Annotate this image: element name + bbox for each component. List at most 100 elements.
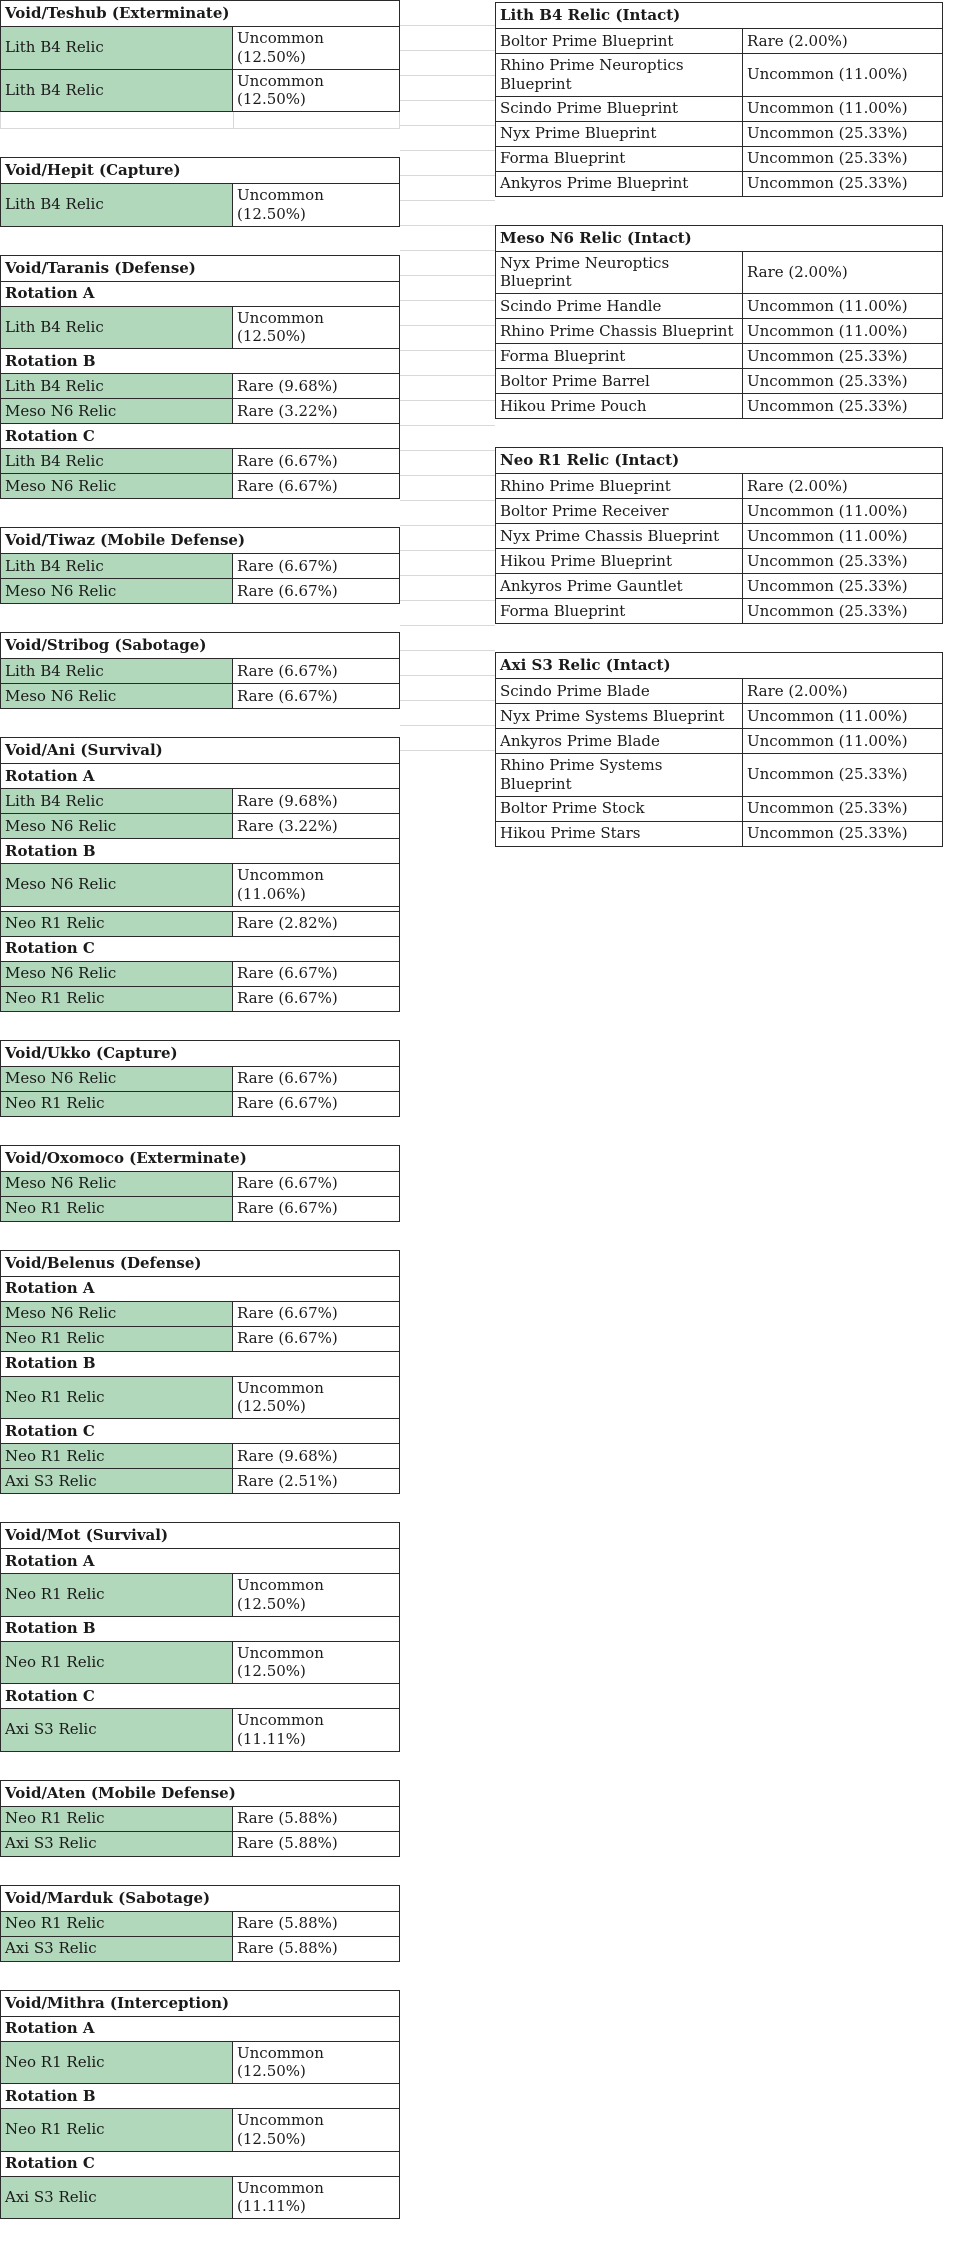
drop-name-cell: Forma Blueprint — [496, 344, 743, 368]
drop-chance-cell: Uncommon (11.00%) — [747, 65, 908, 84]
drop-chance-cell: Rare (6.67%) — [237, 989, 338, 1008]
drop-row: Boltor Prime Stock Uncommon (25.33%) — [496, 795, 942, 821]
drop-chance-cell: Rare (6.67%) — [237, 451, 338, 470]
drop-chance-cell: Uncommon (12.50%) — [237, 1576, 324, 1613]
mission-table: Void/Aten (Mobile Defense) Neo R1 Relic Ra… — [0, 1779, 400, 1857]
drop-row: Meso N6 Relic Uncommon (11.06%) — [1, 863, 399, 907]
mission-block: Void/Tiwaz (Mobile Defense) Lith B4 Relic… — [0, 527, 400, 604]
drop-row: Boltor Prime Receiver Uncommon (11.00%) — [496, 498, 942, 523]
drop-name-cell: Neo R1 Relic — [1, 1444, 233, 1468]
drop-row: Neo R1 Relic Uncommon (12.50%) — [1, 1640, 399, 1683]
drop-row: Boltor Prime Barrel Uncommon (25.33%) — [496, 368, 942, 393]
drop-chance-cell: Uncommon (25.33%) — [747, 576, 908, 595]
drop-chance-cell: Uncommon (12.50%) — [237, 1643, 324, 1681]
mission-block: Void/Aten (Mobile Defense) Neo R1 Relic Ra… — [0, 1779, 400, 1857]
drop-name-cell: Hikou Prime Pouch — [496, 394, 743, 418]
drop-chance-cell: Uncommon (25.33%) — [747, 824, 908, 843]
drop-row: Meso N6 Relic Rare (6.67%) — [1, 683, 399, 708]
drop-chance-cell: Uncommon (11.06%) — [237, 866, 324, 903]
drop-name-cell: Meso N6 Relic — [1, 1171, 233, 1196]
drop-row: Nyx Prime Systems Blueprint Uncommon (11.… — [496, 703, 942, 728]
drop-row: Lith B4 Relic Uncommon (12.50%) — [1, 26, 399, 69]
drop-row: Axi S3 Relic Rare (5.88%) — [1, 1935, 399, 1961]
mission-table: Void/Marduk (Sabotage) Neo R1 Relic Rare (… — [0, 1884, 400, 1962]
drop-row: Lith B4 Relic Uncommon (12.50%) — [1, 183, 399, 226]
drop-row: Meso N6 Relic Rare (6.67%) — [1, 473, 399, 498]
drop-name-cell: Meso N6 Relic — [1, 474, 233, 498]
drop-row: Lith B4 Relic Rare (6.67%) — [1, 658, 399, 683]
drop-chance-cell: Uncommon (25.33%) — [747, 174, 908, 193]
drop-chance-cell: Rare (9.68%) — [237, 791, 338, 810]
drop-name-cell: Axi S3 Relic — [1, 1469, 233, 1493]
mission-title: Void/Mithra (Interception) — [5, 1993, 230, 2012]
drop-row: Rhino Prime Systems Blueprint Uncommon (2… — [496, 753, 942, 796]
mission-block: Void/Oxomoco (Exterminate) Meso N6 Relic R… — [0, 1144, 400, 1222]
mission-title: Void/Oxomoco (Exterminate) — [5, 1148, 247, 1167]
drop-name-cell: Axi S3 Relic — [1, 2176, 233, 2218]
drop-row: Boltor Prime Blueprint Rare (2.00%) — [496, 28, 942, 53]
drop-name-cell: Scindo Prime Handle — [496, 294, 743, 318]
drop-chance-cell: Uncommon (12.50%) — [237, 1378, 324, 1416]
drop-name-cell: Boltor Prime Blueprint — [496, 29, 743, 53]
drop-name-cell: Ankyros Prime Blueprint — [496, 171, 743, 196]
mission-title: Void/Teshub (Exterminate) — [5, 4, 230, 23]
relic-title: Neo R1 Relic (Intact) — [500, 451, 680, 470]
drop-row: Meso N6 Relic Rare (6.67%) — [1, 1300, 399, 1326]
drop-row: Scindo Prime Blueprint Uncommon (11.00%) — [496, 95, 942, 121]
drop-row: Neo R1 Relic Rare (5.88%) — [1, 1805, 399, 1831]
drop-name-cell: Lith B4 Relic — [1, 449, 233, 473]
drop-chance-cell: Uncommon (11.11%) — [237, 2178, 324, 2216]
drop-chance-cell: Rare (6.67%) — [237, 1094, 338, 1113]
drop-row: Neo R1 Relic Uncommon (12.50%) — [1, 2108, 399, 2151]
rotation-header: Rotation C — [1, 935, 399, 961]
drop-name-cell: Meso N6 Relic — [1, 399, 233, 423]
drop-row: Neo R1 Relic Rare (6.67%) — [1, 1195, 399, 1221]
rotation-header: Rotation B — [1, 1615, 399, 1641]
mission-block: Void/Ukko (Capture) Meso N6 Relic Rare (6.… — [0, 1039, 400, 1117]
drop-row: Meso N6 Relic Rare (6.67%) — [1, 1065, 399, 1091]
drop-row: Meso N6 Relic Rare (3.22%) — [1, 398, 399, 423]
drop-name-cell: Neo R1 Relic — [1, 1196, 233, 1221]
drop-name-cell: Forma Blueprint — [496, 599, 743, 623]
drop-row: Forma Blueprint Uncommon (25.33%) — [496, 145, 942, 171]
drop-name-cell: Hikou Prime Blueprint — [496, 549, 743, 573]
drop-name-cell: Ankyros Prime Blade — [496, 729, 743, 753]
drop-chance-cell: Uncommon (25.33%) — [747, 799, 908, 818]
drop-chance-cell: Rare (5.88%) — [237, 1939, 338, 1958]
drop-row: Meso N6 Relic Rare (6.67%) — [1, 1170, 399, 1196]
drop-row: Lith B4 Relic Uncommon (12.50%) — [1, 305, 399, 348]
mission-table: Void/Taranis (Defense) Rotation A Lith B4 … — [0, 254, 400, 499]
drop-name-cell: Lith B4 Relic — [1, 306, 233, 348]
mission-block: Void/Stribog (Sabotage) Lith B4 Relic Rare… — [0, 632, 400, 709]
drop-chance-cell: Rare (2.00%) — [747, 681, 848, 700]
mission-title: Void/Stribog (Sabotage) — [5, 636, 207, 655]
drop-chance-cell: Uncommon (25.33%) — [747, 601, 908, 620]
rotation-header: Rotation B — [1, 1350, 399, 1376]
drop-chance-cell: Rare (2.00%) — [747, 476, 848, 495]
drop-chance-cell: Uncommon (25.33%) — [747, 124, 908, 143]
drop-chance-cell: Rare (6.67%) — [237, 661, 338, 680]
drop-name-cell: Lith B4 Relic — [1, 184, 233, 226]
drop-chance-cell: Uncommon (25.33%) — [747, 765, 908, 784]
drop-name-cell: Nyx Prime Chassis Blueprint — [496, 524, 743, 548]
drop-chance-cell: Uncommon (12.50%) — [237, 2043, 324, 2081]
drop-name-cell: Axi S3 Relic — [1, 1709, 233, 1751]
drop-name-cell: Neo R1 Relic — [1, 1091, 233, 1116]
rotation-header: Rotation C — [1, 423, 399, 448]
mission-title: Void/Hepit (Capture) — [5, 161, 181, 180]
mission-block: Void/Ani (Survival) Rotation A Lith B4 Rel… — [0, 737, 400, 1012]
mission-table: Void/Belenus (Defense) Rotation A Meso N6 … — [0, 1249, 400, 1494]
drop-name-cell: Neo R1 Relic — [1, 2041, 233, 2083]
drop-name-cell: Forma Blueprint — [496, 146, 743, 171]
drop-name-cell: Scindo Prime Blueprint — [496, 96, 743, 121]
rotation-header: Rotation A — [1, 280, 399, 306]
drop-row: Lith B4 Relic Rare (6.67%) — [1, 448, 399, 473]
drop-row: Nyx Prime Chassis Blueprint Uncommon (11.… — [496, 523, 942, 548]
drop-chance-cell: Rare (6.67%) — [237, 1199, 338, 1218]
rotation-header: Rotation A — [1, 2015, 399, 2041]
drop-chance-cell: Rare (6.67%) — [237, 1329, 338, 1348]
drop-chance-cell: Rare (6.67%) — [237, 581, 338, 600]
relic-table: Meso N6 Relic (Intact) Nyx Prime Neuropti… — [495, 224, 943, 419]
mission-title: Void/Tiwaz (Mobile Defense) — [5, 531, 246, 550]
drop-row: Lith B4 Relic Rare (6.67%) — [1, 553, 399, 578]
